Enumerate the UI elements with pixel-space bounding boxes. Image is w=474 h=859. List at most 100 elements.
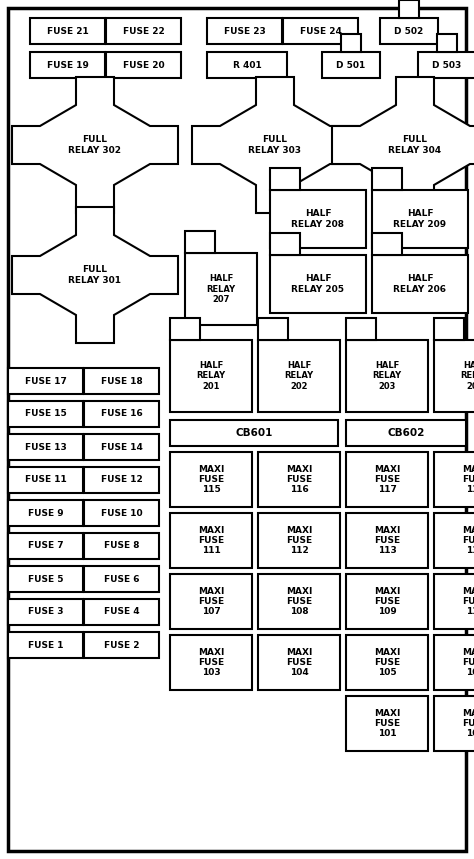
Bar xyxy=(84,500,159,526)
Bar xyxy=(258,635,340,690)
Bar xyxy=(84,566,159,592)
Text: CB602: CB602 xyxy=(387,428,425,438)
Text: HALF
RELAY
207: HALF RELAY 207 xyxy=(207,274,236,304)
Text: MAXI
FUSE
105: MAXI FUSE 105 xyxy=(374,648,400,678)
Polygon shape xyxy=(258,318,288,340)
Polygon shape xyxy=(332,77,474,213)
Text: HALF
RELAY 209: HALF RELAY 209 xyxy=(393,210,447,228)
Text: FUSE 13: FUSE 13 xyxy=(25,442,66,452)
Bar xyxy=(84,401,159,427)
Polygon shape xyxy=(185,253,257,325)
Polygon shape xyxy=(12,77,178,213)
Text: HALF
RELAY 205: HALF RELAY 205 xyxy=(292,274,345,294)
Text: D 502: D 502 xyxy=(394,27,424,35)
Bar xyxy=(380,18,438,44)
Polygon shape xyxy=(372,255,468,313)
Bar xyxy=(346,452,428,507)
Text: D 501: D 501 xyxy=(337,60,365,70)
Bar xyxy=(346,513,428,568)
Polygon shape xyxy=(258,340,340,412)
Text: FUSE 16: FUSE 16 xyxy=(100,410,142,418)
Bar xyxy=(322,52,380,78)
Bar xyxy=(84,368,159,394)
Polygon shape xyxy=(12,207,178,343)
Bar xyxy=(434,635,474,690)
Bar xyxy=(8,401,83,427)
Bar xyxy=(399,0,419,18)
Text: FUSE 6: FUSE 6 xyxy=(104,575,139,583)
Text: MAXI
FUSE
115: MAXI FUSE 115 xyxy=(198,465,224,495)
Bar xyxy=(346,420,466,446)
Text: MAXI
FUSE
108: MAXI FUSE 108 xyxy=(286,587,312,617)
Text: MAXI
FUSE
118: MAXI FUSE 118 xyxy=(462,465,474,495)
Text: HALF
RELAY 208: HALF RELAY 208 xyxy=(292,210,345,228)
Bar xyxy=(8,599,83,625)
Text: FUSE 2: FUSE 2 xyxy=(104,641,139,649)
Text: MAXI
FUSE
110: MAXI FUSE 110 xyxy=(462,587,474,617)
Bar xyxy=(84,632,159,658)
Text: MAXI
FUSE
101: MAXI FUSE 101 xyxy=(374,709,400,739)
Bar xyxy=(437,34,457,52)
Bar xyxy=(84,533,159,559)
Text: FULL
RELAY 302: FULL RELAY 302 xyxy=(69,136,121,155)
Text: FUSE 3: FUSE 3 xyxy=(28,607,63,617)
Polygon shape xyxy=(192,77,358,213)
Text: D 503: D 503 xyxy=(432,60,462,70)
Bar xyxy=(258,574,340,629)
Text: FUSE 20: FUSE 20 xyxy=(123,60,164,70)
Text: FUSE 21: FUSE 21 xyxy=(46,27,88,35)
Polygon shape xyxy=(346,340,428,412)
Text: CB601: CB601 xyxy=(235,428,273,438)
Text: FULL
RELAY 301: FULL RELAY 301 xyxy=(69,265,121,284)
Polygon shape xyxy=(170,318,200,340)
Bar xyxy=(30,18,105,44)
Bar xyxy=(106,52,181,78)
Bar xyxy=(106,18,181,44)
Polygon shape xyxy=(372,168,402,190)
Text: FUSE 24: FUSE 24 xyxy=(300,27,341,35)
Polygon shape xyxy=(346,318,376,340)
Text: HALF
RELAY 206: HALF RELAY 206 xyxy=(393,274,447,294)
Bar xyxy=(258,513,340,568)
Text: FUSE 22: FUSE 22 xyxy=(123,27,164,35)
Text: HALF
RELAY
202: HALF RELAY 202 xyxy=(284,361,314,391)
Text: FUSE 11: FUSE 11 xyxy=(25,476,66,484)
Text: HALF
RELAY
203: HALF RELAY 203 xyxy=(373,361,401,391)
Bar xyxy=(341,34,361,52)
Text: FUSE 10: FUSE 10 xyxy=(100,509,142,517)
Text: MAXI
FUSE
103: MAXI FUSE 103 xyxy=(198,648,224,678)
Bar xyxy=(283,18,358,44)
Bar xyxy=(170,420,338,446)
Bar xyxy=(170,635,252,690)
Polygon shape xyxy=(372,190,468,248)
Polygon shape xyxy=(270,255,366,313)
Bar xyxy=(84,467,159,493)
Text: FUSE 15: FUSE 15 xyxy=(25,410,66,418)
Bar xyxy=(434,696,474,751)
Text: FUSE 14: FUSE 14 xyxy=(100,442,143,452)
Bar xyxy=(346,696,428,751)
Bar xyxy=(434,513,474,568)
Bar xyxy=(8,368,83,394)
Text: MAXI
FUSE
109: MAXI FUSE 109 xyxy=(374,587,400,617)
Text: MAXI
FUSE
104: MAXI FUSE 104 xyxy=(286,648,312,678)
Bar xyxy=(8,632,83,658)
Polygon shape xyxy=(372,233,402,255)
Text: FUSE 1: FUSE 1 xyxy=(28,641,63,649)
Text: FULL
RELAY 304: FULL RELAY 304 xyxy=(388,136,442,155)
Polygon shape xyxy=(434,318,464,340)
Text: HALF
RELAY
204: HALF RELAY 204 xyxy=(460,361,474,391)
Text: FULL
RELAY 303: FULL RELAY 303 xyxy=(248,136,301,155)
Bar xyxy=(8,434,83,460)
Bar xyxy=(30,52,105,78)
Text: FUSE 18: FUSE 18 xyxy=(100,376,142,386)
Bar xyxy=(8,467,83,493)
Text: MAXI
FUSE
106: MAXI FUSE 106 xyxy=(462,648,474,678)
Bar xyxy=(8,500,83,526)
Bar xyxy=(8,566,83,592)
Text: FUSE 23: FUSE 23 xyxy=(224,27,265,35)
Bar xyxy=(207,18,282,44)
Text: MAXI
FUSE
107: MAXI FUSE 107 xyxy=(198,587,224,617)
Bar xyxy=(170,452,252,507)
Text: MAXI
FUSE
111: MAXI FUSE 111 xyxy=(198,526,224,556)
